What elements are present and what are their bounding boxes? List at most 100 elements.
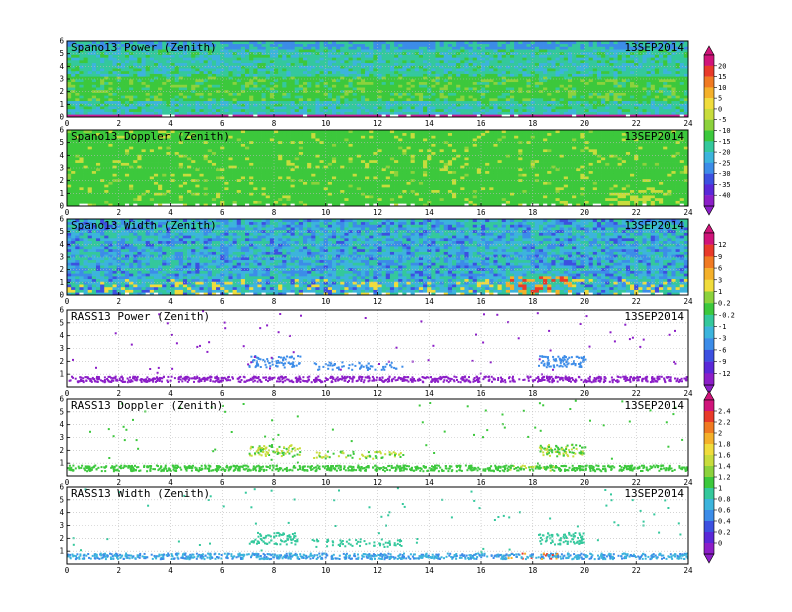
- heatmap-cell: [481, 76, 486, 80]
- heatmap-cell: [137, 173, 142, 177]
- heatmap-cell: [87, 173, 93, 177]
- heatmap-cell: [87, 92, 93, 96]
- heatmap-cell: [547, 51, 552, 55]
- heatmap-cell: [158, 187, 163, 191]
- heatmap-cell: [667, 84, 672, 88]
- heatmap-cell: [514, 76, 519, 80]
- heatmap-cell: [675, 81, 681, 85]
- heatmap-cell: [265, 76, 271, 80]
- heatmap-cell: [485, 54, 490, 58]
- heatmap-cell: [398, 98, 403, 102]
- heatmap-cell: [567, 103, 573, 107]
- heatmap-cell: [311, 92, 316, 96]
- heatmap-cell: [410, 103, 416, 107]
- heatmap-cell: [120, 135, 126, 139]
- heatmap-cell: [485, 65, 490, 69]
- heatmap-cell: [356, 87, 362, 91]
- heatmap-cell: [162, 184, 167, 188]
- heatmap-cell: [369, 51, 374, 55]
- heatmap-cell: [145, 111, 151, 115]
- heatmap-cell: [555, 76, 561, 80]
- heatmap-cell: [95, 130, 101, 134]
- heatmap-cell: [191, 49, 196, 53]
- heatmap-cell: [170, 57, 175, 61]
- heatmap-cell: [642, 49, 647, 53]
- heatmap-cell: [282, 51, 287, 55]
- heatmap-cell: [427, 73, 432, 77]
- heatmap-cell: [580, 100, 585, 104]
- heatmap-cell: [141, 176, 147, 180]
- heatmap-cell: [87, 157, 93, 161]
- heatmap-cell: [149, 103, 155, 107]
- heatmap-cell: [514, 114, 519, 117]
- heatmap-cell: [87, 100, 93, 104]
- heatmap-cell: [356, 76, 362, 80]
- heatmap-cell: [410, 111, 416, 115]
- heatmap-cell: [71, 49, 76, 53]
- heatmap-cell: [369, 76, 374, 80]
- heatmap-cell: [336, 103, 341, 107]
- heatmap-cell: [182, 54, 188, 58]
- heatmap-cell: [344, 95, 349, 99]
- heatmap-cell: [476, 79, 482, 83]
- heatmap-cell: [261, 51, 267, 55]
- x-tick-label: 8: [272, 119, 277, 128]
- heatmap-cell: [249, 65, 254, 69]
- heatmap-cell: [108, 84, 113, 88]
- heatmap-cell: [385, 49, 391, 53]
- heatmap-cell: [278, 87, 283, 91]
- heatmap-cell: [162, 62, 167, 66]
- heatmap-cell: [232, 70, 238, 74]
- heatmap-cell: [331, 54, 337, 58]
- heatmap-cell: [659, 43, 664, 47]
- heatmap-cell: [290, 43, 296, 47]
- heatmap-cell: [377, 70, 382, 74]
- heatmap-cell: [468, 79, 474, 83]
- heatmap-cell: [356, 114, 362, 117]
- heatmap-cell: [261, 60, 267, 64]
- heatmap-cell: [108, 157, 113, 161]
- heatmap-cell: [514, 49, 519, 53]
- heatmap-cell: [331, 111, 337, 115]
- heatmap-cell: [621, 49, 627, 53]
- heatmap-cell: [153, 181, 159, 185]
- heatmap-cell: [261, 73, 267, 77]
- heatmap-cell: [505, 65, 511, 69]
- heatmap-cell: [543, 111, 548, 115]
- heatmap-cell: [348, 54, 354, 58]
- heatmap-cell: [601, 41, 606, 45]
- heatmap-cell: [679, 106, 685, 110]
- heatmap-cell: [398, 84, 403, 88]
- heatmap-cell: [377, 62, 382, 66]
- heatmap-cell: [232, 54, 238, 58]
- heatmap-cell: [162, 132, 167, 136]
- heatmap-cell: [460, 51, 465, 55]
- heatmap-cell: [402, 65, 407, 69]
- heatmap-cell: [178, 41, 184, 45]
- heatmap-cell: [141, 168, 147, 172]
- heatmap-cell: [224, 65, 229, 69]
- heatmap-cell: [282, 70, 287, 74]
- heatmap-cell: [621, 51, 627, 55]
- heatmap-cell: [178, 68, 184, 72]
- heatmap-cell: [124, 135, 130, 139]
- heatmap-cell: [71, 114, 76, 117]
- heatmap-cell: [319, 70, 325, 74]
- heatmap-cell: [174, 43, 180, 47]
- heatmap-cell: [207, 89, 213, 93]
- heatmap-cell: [592, 95, 598, 99]
- heatmap-cell: [605, 65, 610, 69]
- heatmap-cell: [274, 41, 279, 45]
- heatmap-cell: [71, 143, 76, 147]
- heatmap-cell: [514, 60, 519, 64]
- heatmap-cell: [365, 111, 370, 115]
- heatmap-cell: [307, 46, 312, 50]
- heatmap-cell: [679, 114, 685, 117]
- heatmap-cell: [278, 92, 283, 96]
- heatmap-cell: [158, 79, 163, 83]
- heatmap-cell: [174, 89, 180, 93]
- heatmap-cell: [514, 87, 519, 91]
- heatmap-cell: [120, 95, 126, 99]
- heatmap-cell: [87, 70, 93, 74]
- heatmap-cell: [456, 76, 461, 80]
